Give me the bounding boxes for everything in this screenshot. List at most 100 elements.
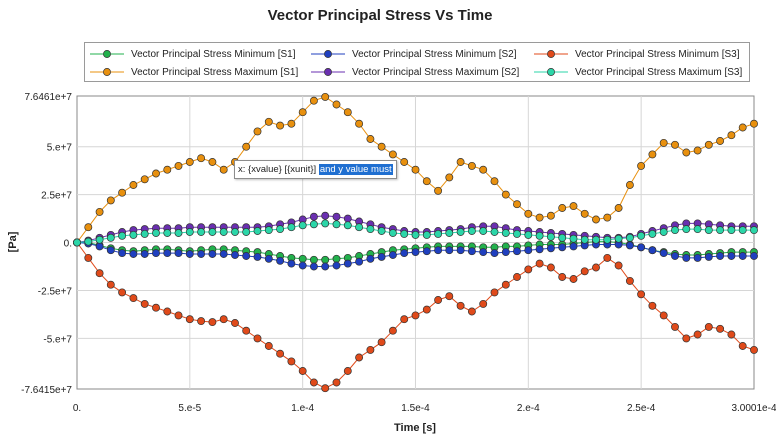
data-point [490,249,499,258]
data-point [208,158,217,166]
data-point [659,249,668,258]
data-point [434,296,443,304]
data-point [253,227,262,235]
data-point [106,233,115,242]
data-point [603,253,612,262]
data-point [321,219,330,228]
legend-item[interactable]: Vector Principal Stress Minimum [S2] [310,46,517,62]
data-point [704,140,713,149]
data-point [400,158,409,166]
data-point [727,330,736,339]
data-point [355,257,364,266]
data-point [535,245,544,254]
legend-item[interactable]: Vector Principal Stress Maximum [S3] [533,64,742,80]
data-point [84,253,93,262]
chart-tooltip[interactable]: x: {xvalue} [{xunit}] and y value must [234,160,397,179]
data-point [276,349,285,358]
data-point [625,241,634,250]
data-point [118,231,127,240]
data-point [501,229,510,237]
data-point [197,317,206,326]
legend-swatch [534,68,568,76]
data-point [490,228,499,236]
legend-marker [103,50,111,58]
data-point [309,220,318,229]
data-point [163,249,172,258]
tooltip-selected-text[interactable]: and y value must [318,164,393,175]
data-point [366,345,375,354]
data-point [321,92,330,101]
data-point [750,252,758,260]
data-point [693,253,702,262]
x-axis-label: Time [s] [394,422,436,434]
y-axis-label: [Pa] [7,231,19,252]
data-point [309,255,318,264]
data-point [456,246,465,255]
data-point [535,231,544,240]
data-point [332,261,341,270]
data-point [343,214,352,223]
data-point [163,165,172,174]
legend-item[interactable]: Vector Principal Stress Minimum [S3] [533,46,740,62]
data-point [174,229,183,237]
legend-marker [103,68,111,76]
data-point [287,357,296,366]
data-point [693,146,702,155]
data-point [716,324,725,333]
data-point [95,242,104,251]
data-point [569,202,578,211]
data-point [208,318,217,327]
data-point [197,250,206,258]
data-point [208,228,217,236]
data-point [614,234,623,243]
data-point [95,269,104,278]
data-point [727,252,736,260]
data-point [129,250,138,258]
data-point [163,229,172,237]
legend-item[interactable]: Vector Principal Stress Maximum [S1] [89,64,298,80]
data-point [95,207,104,216]
data-point [321,211,330,220]
y-tick-label: -7.6415e+7 [21,385,72,396]
data-point [377,338,386,347]
data-point [648,246,657,255]
data-point [355,353,364,362]
data-point [637,231,646,240]
data-point [140,250,149,258]
data-point [366,254,375,263]
data-point [332,378,341,387]
data-point [377,252,386,261]
data-series [73,238,758,393]
data-point [456,228,465,236]
data-point [231,251,239,259]
legend-item[interactable]: Vector Principal Stress Maximum [S2] [310,64,519,80]
data-point [242,228,251,236]
data-point [332,212,341,221]
data-point [546,244,555,253]
data-point [152,249,160,258]
data-point [456,158,465,166]
data-point [118,188,127,197]
legend-item[interactable]: Vector Principal Stress Minimum [S1] [89,46,296,62]
data-point [366,225,375,234]
data-point [343,367,352,375]
data-point [704,226,713,235]
data-point [479,165,488,174]
legend-label: Vector Principal Stress Minimum [S3] [575,48,740,60]
data-point [163,307,172,316]
data-point [671,322,679,331]
data-point [309,378,318,387]
legend-label: Vector Principal Stress Maximum [S2] [352,66,520,78]
data-point [535,259,544,268]
data-point [242,326,251,335]
data-point [242,142,251,151]
data-point [343,221,352,230]
legend-label: Vector Principal Stress Maximum [S1] [131,66,299,78]
data-point [332,254,341,263]
data-point [648,150,657,159]
data-point [671,140,679,149]
data-point [174,161,183,170]
legend-marker [324,50,332,58]
data-point [738,226,747,235]
data-point [298,261,307,270]
